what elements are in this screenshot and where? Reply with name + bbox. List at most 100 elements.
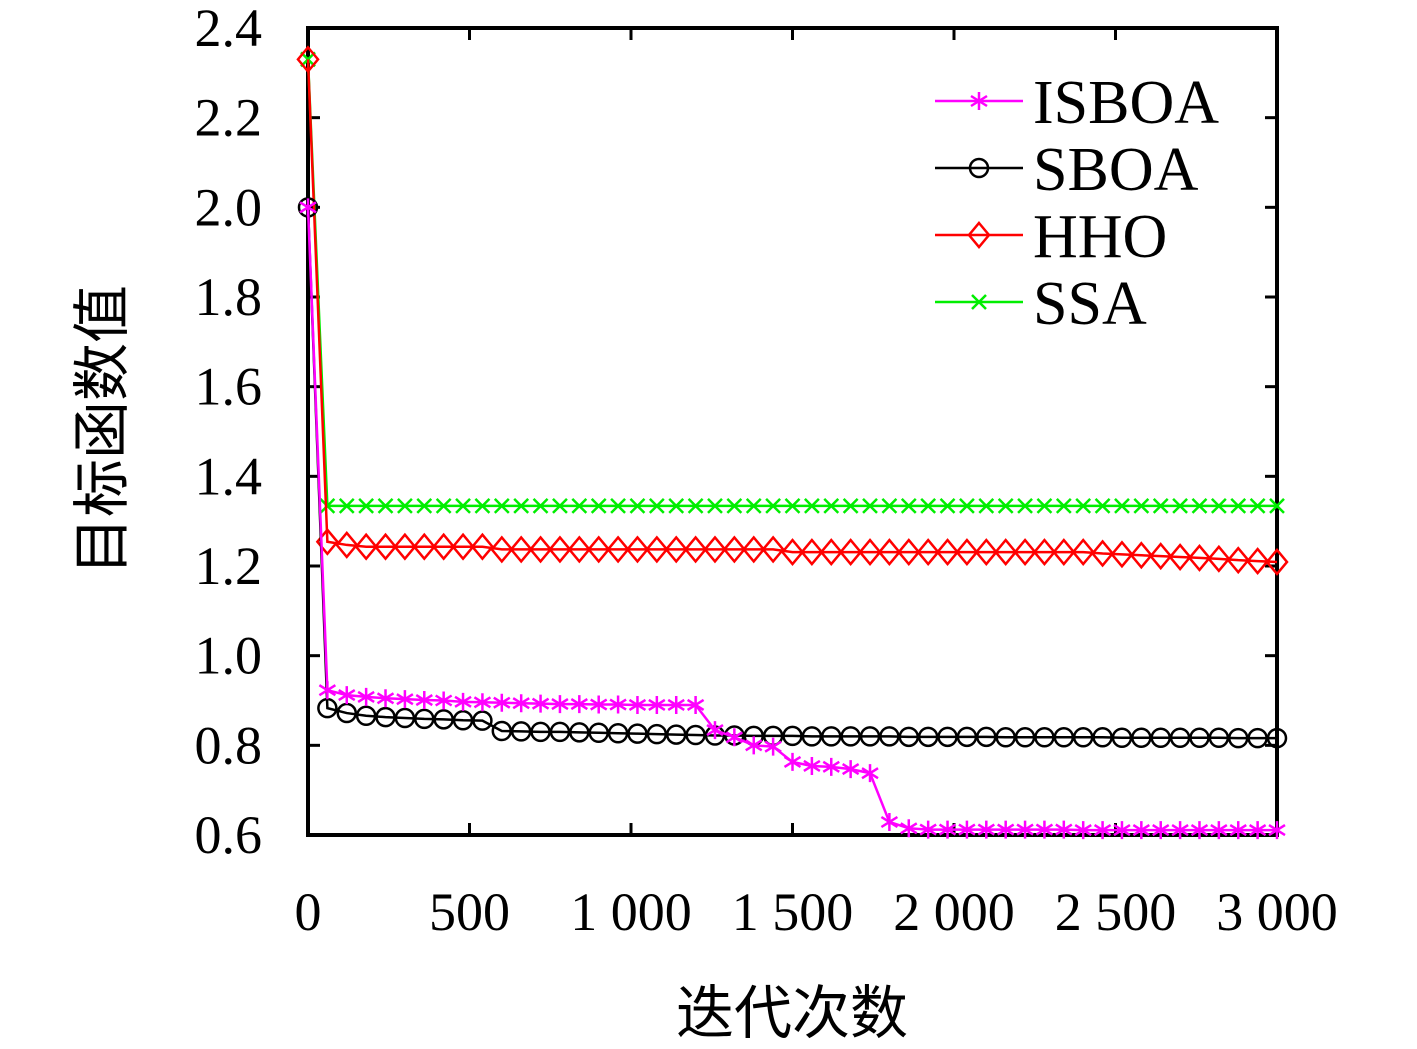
diamond-marker (645, 535, 669, 564)
diamond-marker (412, 532, 436, 561)
circle-marker (1266, 727, 1288, 749)
data-point (590, 498, 607, 514)
data-point (1208, 727, 1230, 748)
data-point (357, 687, 375, 706)
data-point (956, 726, 978, 748)
circle-marker (1034, 727, 1055, 748)
data-point (648, 695, 666, 714)
data-point (493, 498, 510, 514)
cross-marker (1210, 498, 1227, 514)
cross-marker (1114, 498, 1130, 514)
cross-marker (493, 498, 510, 514)
data-point (995, 727, 1016, 748)
data-point (567, 535, 591, 564)
data-point (551, 695, 569, 714)
diamond-marker (451, 532, 475, 561)
cross-marker (590, 498, 607, 514)
data-point (1055, 820, 1073, 839)
data-point (1035, 820, 1054, 839)
diamond-marker (839, 538, 863, 567)
data-point (742, 535, 766, 564)
data-point (354, 532, 378, 561)
data-point (683, 535, 708, 564)
cross-marker (939, 498, 956, 514)
cross-marker (978, 498, 995, 514)
star-marker (570, 695, 588, 714)
data-point (745, 498, 762, 514)
star-marker (396, 690, 414, 709)
circle-marker (859, 726, 881, 747)
data-point (1132, 821, 1151, 840)
star-marker (493, 693, 511, 712)
diamond-marker (393, 532, 417, 561)
data-point (1034, 727, 1055, 748)
data-point (780, 538, 805, 567)
x-tick-label: 500 (429, 882, 510, 942)
circle-marker (968, 157, 990, 179)
legend-marker (968, 157, 990, 179)
data-point (1269, 498, 1285, 514)
data-point (590, 695, 608, 714)
star-marker (706, 721, 724, 740)
star-marker (938, 820, 957, 839)
diamond-marker (722, 535, 746, 564)
x-tick-label: 1 000 (570, 882, 692, 942)
star-marker (648, 695, 666, 714)
diamond-marker (490, 535, 514, 564)
cross-marker (1133, 498, 1150, 514)
data-point (373, 532, 398, 561)
data-point (470, 532, 495, 561)
data-point (645, 535, 669, 564)
star-marker (803, 756, 821, 775)
diamond-marker (335, 530, 359, 559)
data-point (296, 45, 320, 74)
data-point (606, 535, 630, 564)
data-point (783, 752, 802, 771)
data-point (491, 720, 513, 742)
star-marker (415, 691, 433, 710)
data-point (879, 726, 900, 747)
star-marker (783, 752, 802, 771)
data-point (686, 695, 705, 714)
y-tick-label: 0.8 (195, 715, 263, 775)
circle-marker (1053, 727, 1075, 748)
data-point (1016, 820, 1034, 839)
circle-marker (1169, 727, 1191, 748)
data-point (587, 535, 611, 564)
data-point (451, 532, 475, 561)
series-hho (296, 45, 1289, 576)
circle-marker (394, 707, 416, 729)
data-point (898, 726, 920, 748)
data-point (1229, 821, 1247, 840)
cross-marker (1094, 498, 1111, 514)
star-marker (1152, 821, 1170, 840)
cross-marker (416, 498, 433, 514)
cross-marker (532, 498, 549, 514)
data-point (509, 535, 533, 564)
data-point (397, 498, 413, 514)
legend-item-sboa: SBOA (935, 136, 1199, 204)
data-point (664, 535, 688, 564)
x-tick-label: 3 000 (1216, 882, 1338, 942)
circle-marker (627, 723, 648, 744)
data-point (861, 764, 879, 783)
circle-marker (375, 706, 396, 728)
cross-marker (765, 498, 782, 514)
data-point (801, 726, 823, 747)
data-point (1187, 543, 1212, 572)
x-axis-title: 迭代次数 (676, 979, 908, 1047)
data-point (784, 498, 801, 514)
data-point (1172, 498, 1188, 514)
legend-label: SBOA (1033, 136, 1199, 204)
diamond-marker (974, 538, 998, 567)
diamond-marker (916, 538, 940, 567)
x-tick-label: 0 (295, 882, 322, 942)
diamond-marker (296, 45, 320, 74)
data-point (1210, 821, 1228, 840)
data-point (823, 498, 840, 514)
data-point (318, 681, 337, 700)
data-point (764, 737, 782, 756)
cross-marker (1055, 498, 1072, 514)
data-point (1168, 543, 1192, 571)
star-marker (977, 820, 995, 839)
